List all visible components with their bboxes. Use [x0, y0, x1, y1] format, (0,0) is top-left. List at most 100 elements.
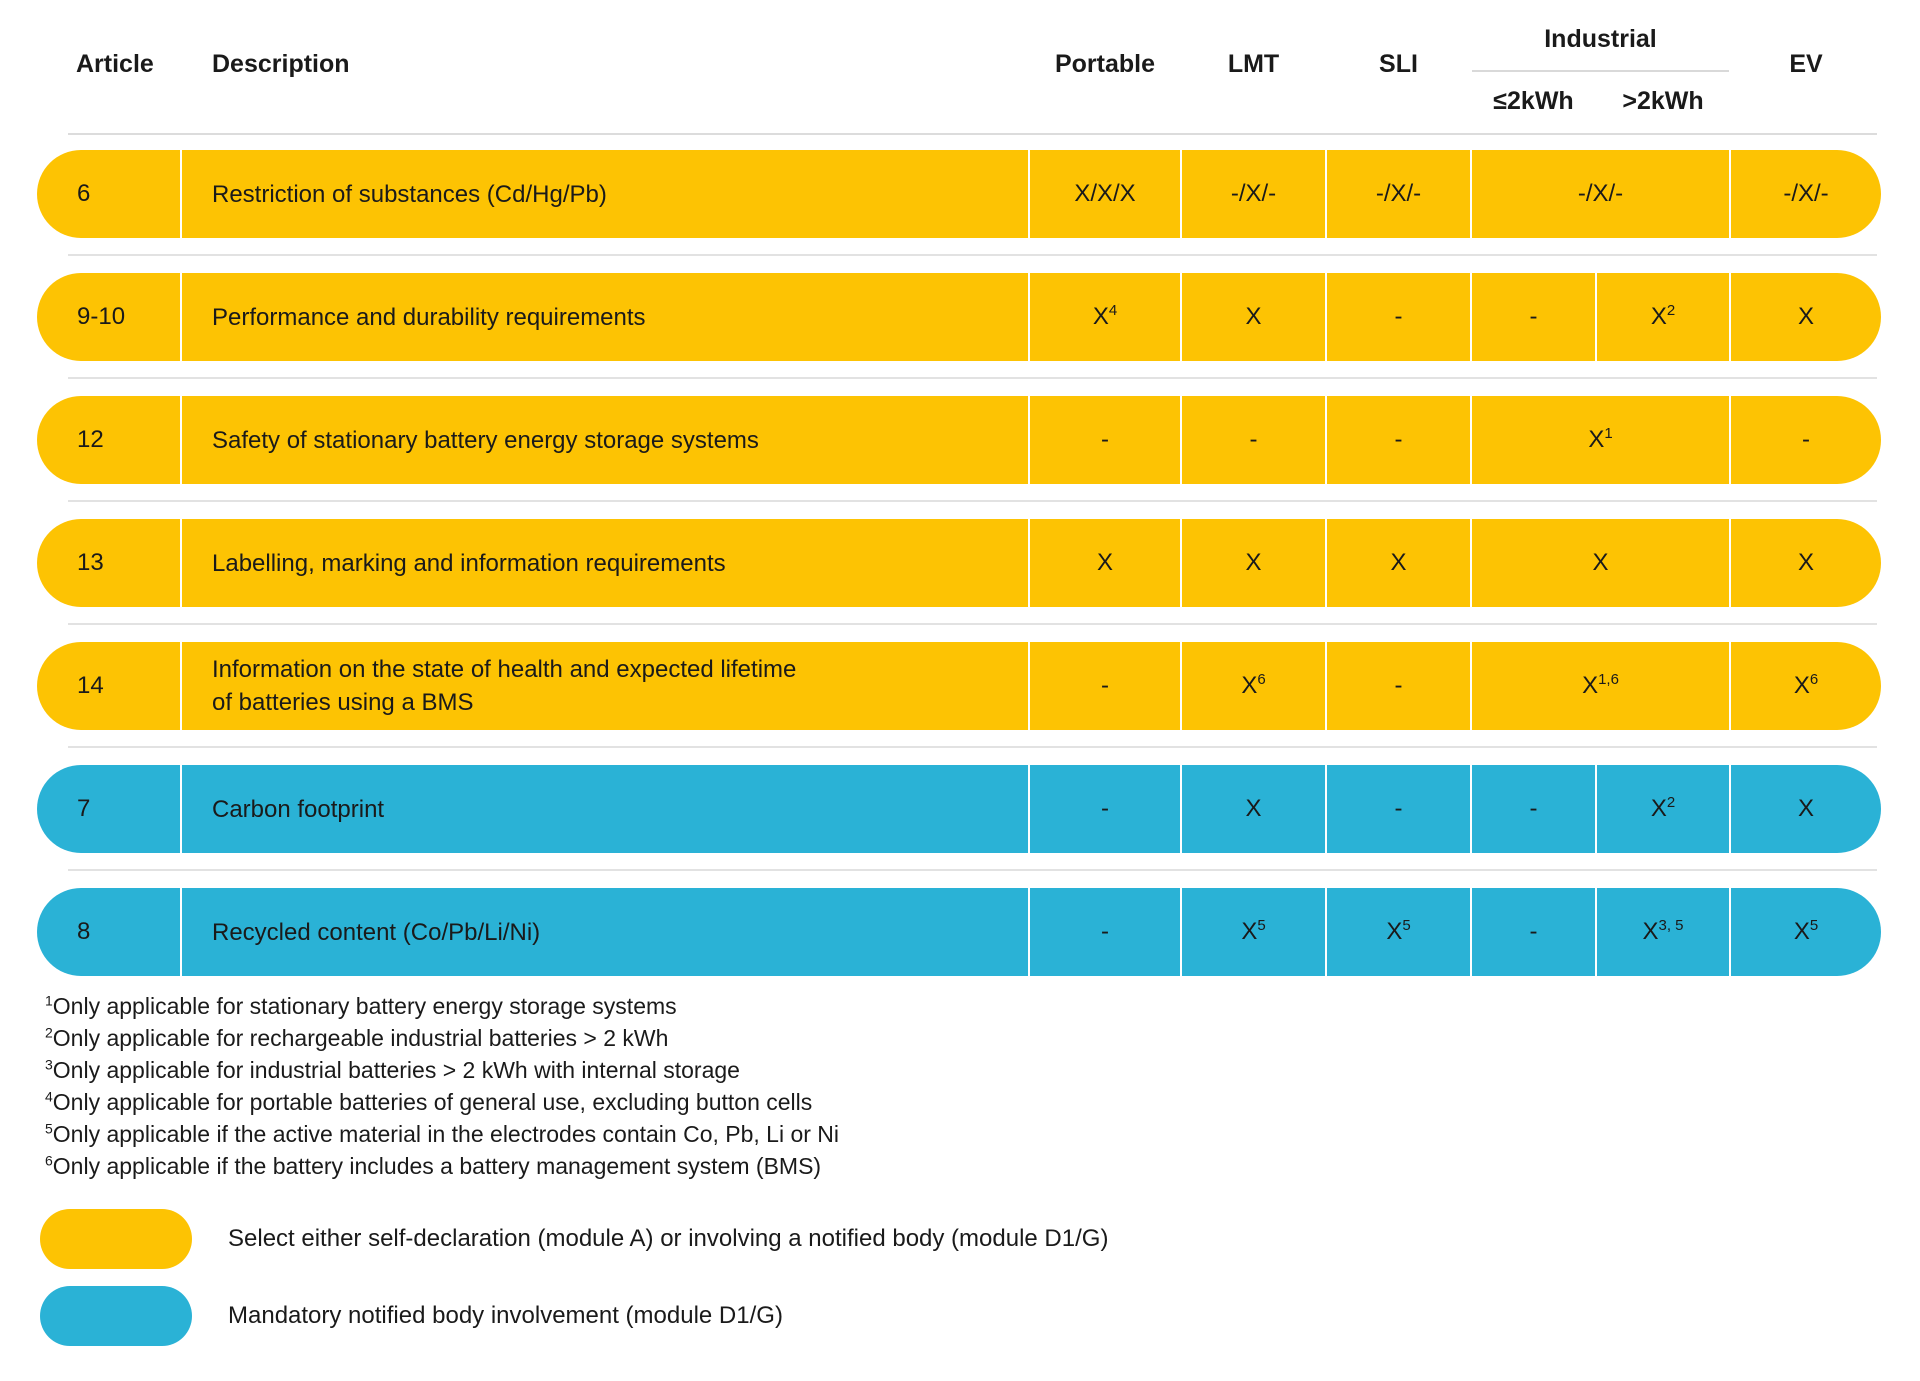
cell-description: Safety of stationary battery energy stor… [182, 396, 1028, 484]
cell-value: X2 [1650, 302, 1676, 330]
cell-industrial_gt2kwh: X3, 5 [1597, 888, 1729, 976]
cell-value: X6 [1241, 671, 1266, 699]
table-body: 6 Restriction of substances (Cd/Hg/Pb) X/X… [37, 150, 1881, 1011]
cell-lmt: X [1182, 765, 1325, 853]
cell-description: Restriction of substances (Cd/Hg/Pb) [182, 150, 1028, 238]
cell-sli: - [1327, 765, 1470, 853]
cell-value: X5 [1793, 917, 1819, 945]
cell-article-number: 12 [37, 396, 180, 484]
cell-value: X [1245, 549, 1262, 576]
cell-value: X6 [1793, 671, 1819, 699]
cell-article-number: 7 [37, 765, 180, 853]
cell-ev: X5 [1731, 888, 1881, 976]
cell-portable: - [1030, 888, 1180, 976]
cell-description: Information on the state of health and e… [182, 642, 1028, 730]
cell-value: X [1797, 549, 1814, 576]
cell-industrial_le2kwh: - [1472, 765, 1595, 853]
cell-portable: X [1030, 519, 1180, 607]
cell-article-number: 14 [37, 642, 180, 730]
cell-value: X [1797, 303, 1814, 330]
cell-sli: - [1327, 273, 1470, 361]
cell-lmt: X [1182, 273, 1325, 361]
cell-ev: X [1731, 273, 1881, 361]
cell-industrial: X [1472, 519, 1729, 607]
cell-article-number: 8 [37, 888, 180, 976]
cell-value: X [1797, 795, 1814, 822]
cell-lmt: X6 [1182, 642, 1325, 730]
cell-value: - [1249, 426, 1258, 453]
table-header: Article Description Portable LMT SLI Ind… [0, 0, 1920, 150]
description-line: Safety of stationary battery energy stor… [212, 426, 759, 454]
cell-value: X/X/X [1074, 180, 1136, 207]
column-header-industrial: Industrial [1544, 25, 1657, 53]
cell-portable: X4 [1030, 273, 1180, 361]
cell-ev: X [1731, 765, 1881, 853]
cell-value: - [1394, 795, 1403, 822]
column-header-article: Article [76, 50, 154, 78]
column-header-lmt: LMT [1227, 50, 1280, 78]
cell-value: X2 [1650, 794, 1676, 822]
cell-value: X5 [1386, 917, 1411, 945]
legend: Select either self-declaration (module A… [40, 1209, 1108, 1363]
cell-description: Performance and durability requirements [182, 273, 1028, 361]
cell-value: X [1245, 795, 1262, 822]
cell-portable: - [1030, 642, 1180, 730]
cell-value: -/X/- [1577, 180, 1624, 207]
cell-description: Carbon footprint [182, 765, 1028, 853]
cell-ev: X [1731, 519, 1881, 607]
cell-value: X [1096, 549, 1113, 576]
cell-industrial: X1,6 [1472, 642, 1729, 730]
cell-value: - [1529, 795, 1538, 822]
cell-portable: X/X/X [1030, 150, 1180, 238]
cell-sli: X [1327, 519, 1470, 607]
cell-sli: - [1327, 396, 1470, 484]
footnote-4: 4Only applicable for portable batteries … [45, 1088, 813, 1115]
column-header-industrial-le2kwh: ≤2kWh [1493, 87, 1574, 115]
cell-value: - [1101, 672, 1109, 699]
description-line: of batteries using a BMS [212, 689, 474, 716]
cell-value: X4 [1092, 302, 1118, 330]
legend-item-self-declaration-or-notified-body: Select either self-declaration (module A… [40, 1209, 1108, 1269]
cell-value: - [1101, 795, 1109, 822]
cell-value: - [1802, 426, 1810, 453]
column-header-industrial-gt2kwh: >2kWh [1622, 87, 1704, 115]
cell-industrial: X1 [1472, 396, 1729, 484]
column-header-description: Description [212, 50, 350, 78]
cell-lmt: -/X/- [1182, 150, 1325, 238]
cell-value: - [1101, 426, 1109, 453]
cell-ev: -/X/- [1731, 150, 1881, 238]
table-row-article-6: 6 Restriction of substances (Cd/Hg/Pb) X/X… [37, 150, 1881, 256]
cell-value: -/X/- [1783, 180, 1829, 207]
table-row-article-7: 7 Carbon footprint - X - - X2 X [37, 765, 1881, 871]
legend-swatch-mandatory-notified-body [40, 1286, 192, 1346]
legend-swatch-self-declaration-or-notified-body [40, 1209, 192, 1269]
cell-industrial_le2kwh: - [1472, 273, 1595, 361]
cell-value: - [1529, 303, 1538, 330]
footnote-5: 5Only applicable if the active material … [45, 1120, 840, 1147]
cell-lmt: X [1182, 519, 1325, 607]
cell-article-number: 13 [37, 519, 180, 607]
footnote-3: 3Only applicable for industrial batterie… [45, 1056, 740, 1083]
cell-sli: -/X/- [1327, 150, 1470, 238]
description-line: Carbon footprint [212, 795, 385, 823]
cell-ev: X6 [1731, 642, 1881, 730]
cell-value: -/X/- [1230, 180, 1277, 207]
cell-description: Labelling, marking and information requi… [182, 519, 1028, 607]
cell-industrial: -/X/- [1472, 150, 1729, 238]
column-header-portable: Portable [1054, 50, 1156, 78]
industrial-group-divider [1472, 70, 1729, 72]
table-row-article-8: 8 Recycled content (Co/Pb/Li/Ni) - X5 X5 - X3,… [37, 888, 1881, 976]
table-row-article-12: 12 Safety of stationary battery energy st… [37, 396, 1881, 502]
cell-lmt: - [1182, 396, 1325, 484]
cell-article-number: 6 [37, 150, 180, 238]
cell-value: - [1394, 303, 1403, 330]
cell-portable: - [1030, 765, 1180, 853]
cell-value: X3, 5 [1642, 917, 1684, 945]
description-line: Information on the state of health and e… [212, 656, 797, 683]
legend-label-mandatory-notified-body: Mandatory notified body involvement (mod… [228, 1302, 783, 1329]
cell-description: Recycled content (Co/Pb/Li/Ni) [182, 888, 1028, 976]
footnote-2: 2Only applicable for rechargeable indust… [45, 1024, 669, 1051]
cell-value: X5 [1241, 917, 1266, 945]
cell-industrial_le2kwh: - [1472, 888, 1595, 976]
description-line: Labelling, marking and information requi… [212, 549, 726, 577]
